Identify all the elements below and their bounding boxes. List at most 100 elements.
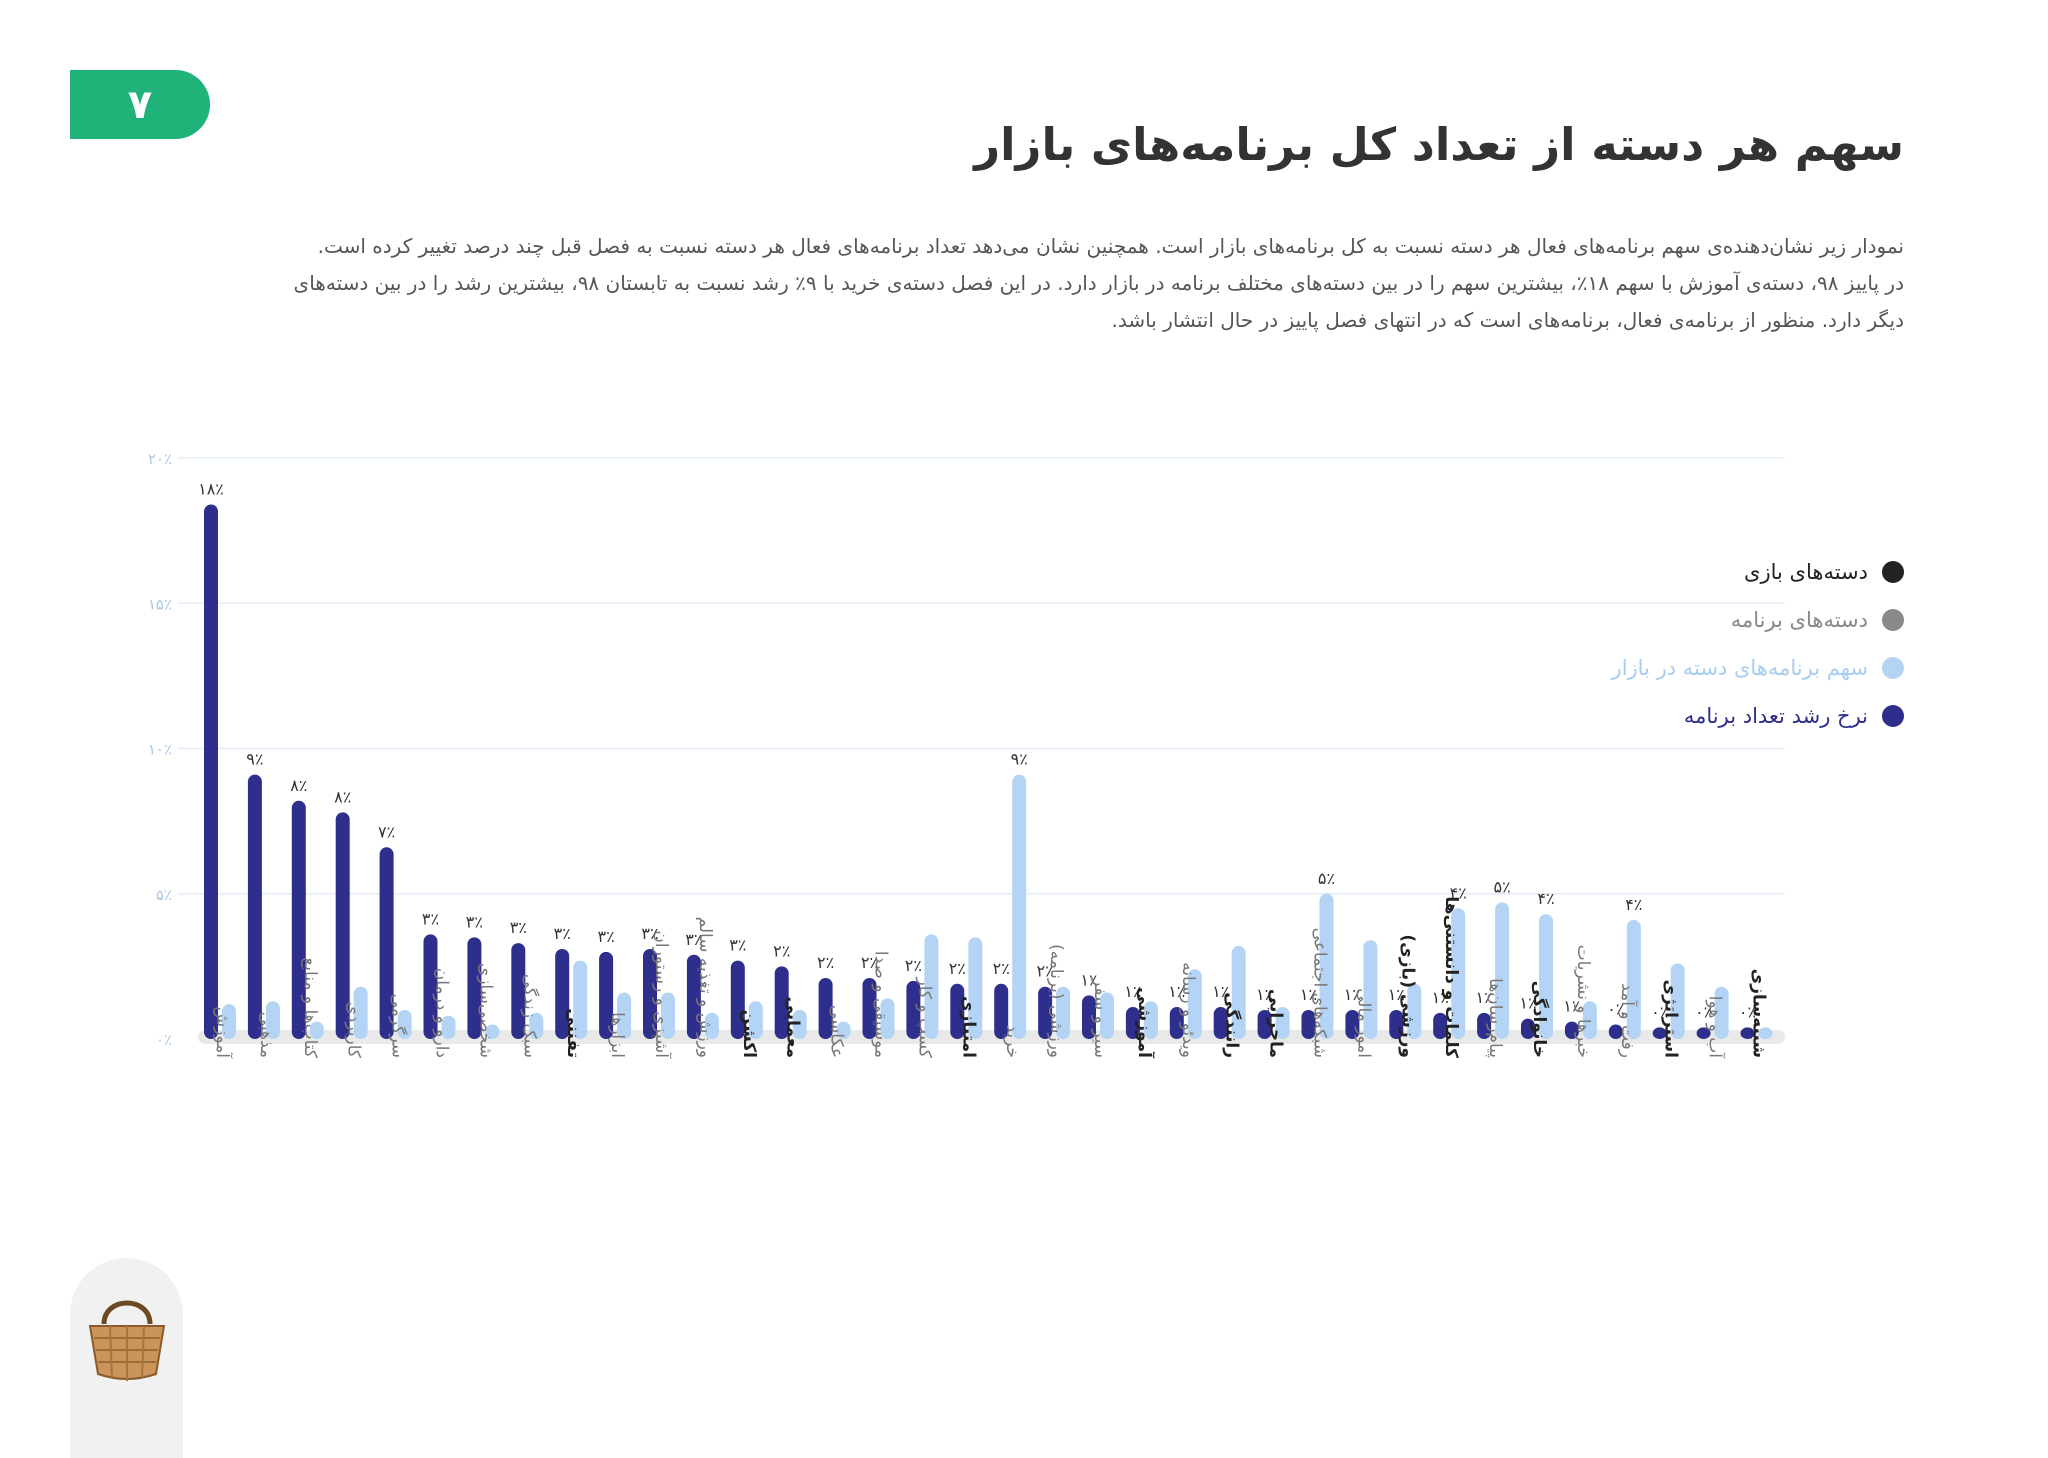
category-label: پیام‌رسان‌ها	[1485, 978, 1505, 1058]
category-label: کلمات و دانستنی‌ها	[1441, 896, 1461, 1058]
bar-share	[906, 980, 921, 1039]
bar-growth	[1319, 893, 1334, 1039]
category-label: شبیه‌سازی	[1749, 969, 1769, 1058]
bar-share	[1038, 986, 1053, 1039]
bar-growth	[1187, 969, 1202, 1039]
description-line-1: نمودار زیر نشان‌دهنده‌ی سهم برنامه‌های ف…	[317, 234, 1904, 258]
bar-growth	[1407, 983, 1422, 1039]
data-label-share: ۸٪	[290, 776, 307, 795]
data-label-growth: ۴٪	[1450, 883, 1467, 902]
category-label: استراتژی	[1661, 980, 1681, 1058]
category-label: کسب و کار	[914, 977, 934, 1059]
bar-share	[862, 977, 877, 1039]
data-label-share: ۹٪	[246, 750, 263, 769]
bar-share	[1301, 1009, 1316, 1039]
data-label-share: ۰٪	[1739, 1002, 1756, 1021]
category-label: رانندگی	[1222, 992, 1243, 1058]
bar-growth	[529, 1012, 544, 1039]
data-label-share: ۱٪	[1432, 988, 1449, 1007]
category-label: امور مالی	[1353, 988, 1373, 1058]
data-label-share: ۷٪	[378, 822, 395, 841]
category-label: شبکه‌های اجتماعی	[1310, 928, 1330, 1058]
bar-growth	[1143, 1001, 1158, 1039]
data-label-share: ۳٪	[729, 936, 746, 955]
data-label-share: ۳٪	[510, 918, 527, 937]
category-label: ورزشی (بازی)	[1397, 934, 1417, 1058]
data-label-share: ۰٪	[1651, 1002, 1668, 1021]
data-label-share: ۱۸٪	[198, 479, 224, 498]
bar-growth	[661, 992, 675, 1039]
data-label-share: ۳٪	[598, 927, 615, 946]
bar-growth	[1670, 963, 1685, 1039]
data-label-share: ۱٪	[1388, 985, 1405, 1004]
legend-item-growth-rate: نرخ رشد تعداد برنامه	[1384, 692, 1904, 740]
bar-share	[467, 937, 482, 1039]
data-label-share: ۱٪	[1563, 997, 1580, 1016]
bar-share	[686, 954, 701, 1039]
category-label: خرید	[1002, 1024, 1022, 1058]
bar-growth	[1056, 986, 1071, 1039]
data-label-share: ۲٪	[1037, 962, 1054, 981]
bar-growth	[441, 1015, 456, 1039]
bar-share	[950, 983, 965, 1039]
bar-share	[204, 504, 218, 1040]
bar-share	[818, 977, 833, 1039]
category-label: ویدئو و رسانه	[1178, 962, 1198, 1058]
bar-growth	[1758, 1027, 1773, 1039]
category-label: تفننی	[563, 1008, 583, 1058]
category-label: شخصی‌سازی	[475, 963, 495, 1058]
category-label: خانوادگی	[1529, 981, 1550, 1058]
data-label-growth: ۴٪	[1625, 895, 1642, 914]
bar-growth	[1626, 919, 1641, 1039]
data-label-share: ۳٪	[685, 930, 702, 949]
bar-growth	[1012, 774, 1027, 1039]
category-label: کاربردی	[344, 1002, 364, 1059]
data-label-share: ۱٪	[1344, 985, 1361, 1004]
category-label: معمایی	[783, 997, 803, 1058]
category-label: کتاب‌ها و منابع	[300, 957, 320, 1059]
data-label-share: ۲٪	[773, 941, 790, 960]
data-label-share: ۱٪	[1080, 970, 1097, 989]
bar-growth	[353, 986, 368, 1039]
bar-share	[379, 847, 394, 1039]
legend-swatch-app	[1882, 609, 1904, 631]
data-label-growth: ۴٪	[1537, 889, 1554, 908]
bar-growth	[968, 937, 983, 1039]
data-label-share: ۱٪	[1212, 982, 1229, 1001]
category-label: سرگرمی	[388, 994, 409, 1058]
basket-icon	[88, 1300, 166, 1381]
data-label-share: ۳٪	[554, 924, 571, 943]
page-title: سهم هر دسته از تعداد کل برنامه‌های بازار	[974, 118, 1904, 171]
category-label: آموزشی	[1134, 987, 1156, 1059]
y-tick-label: ۱۵٪	[148, 595, 172, 613]
category-label: موسیقی و صدا	[871, 951, 891, 1058]
bar-share	[511, 943, 526, 1039]
bar-growth	[1231, 946, 1246, 1039]
legend-swatch-game	[1882, 561, 1904, 583]
category-label: سیر و سفر	[1090, 977, 1110, 1058]
data-label-share: ۰٪	[1607, 999, 1624, 1018]
bar-growth	[1275, 1007, 1290, 1039]
data-label-share: ۳٪	[466, 912, 483, 931]
bar-growth	[573, 960, 588, 1039]
bar-share	[774, 966, 789, 1039]
description-line-2: در پاییز ۹۸، دسته‌ی آموزش با سهم ۱۸٪، بی…	[293, 271, 1904, 295]
legend-item-market-share: سهم برنامه‌های دسته در بازار	[1384, 644, 1904, 692]
bar-growth	[1539, 914, 1553, 1039]
bar-growth	[836, 1021, 851, 1039]
bar-growth	[704, 1012, 719, 1039]
y-tick-label: ۵٪	[156, 886, 172, 904]
category-label: ورزشی (برنامه)	[1046, 944, 1066, 1058]
data-label-share: ۸٪	[334, 787, 351, 806]
bar-share	[730, 960, 745, 1039]
bar-growth	[485, 1024, 500, 1039]
bar-growth	[748, 1001, 763, 1039]
bar-share	[599, 951, 614, 1039]
description-line-3: دیگر دارد. منظور از برنامه‌ی فعال، برنام…	[1111, 308, 1904, 332]
category-label: رفت و آمد	[1617, 983, 1639, 1058]
category-label: آموزش	[212, 1006, 234, 1059]
category-label: ماجرایی	[1266, 989, 1286, 1058]
legend-item-game-categories: دسته‌های بازی	[1384, 548, 1904, 596]
bar-share	[555, 948, 570, 1039]
